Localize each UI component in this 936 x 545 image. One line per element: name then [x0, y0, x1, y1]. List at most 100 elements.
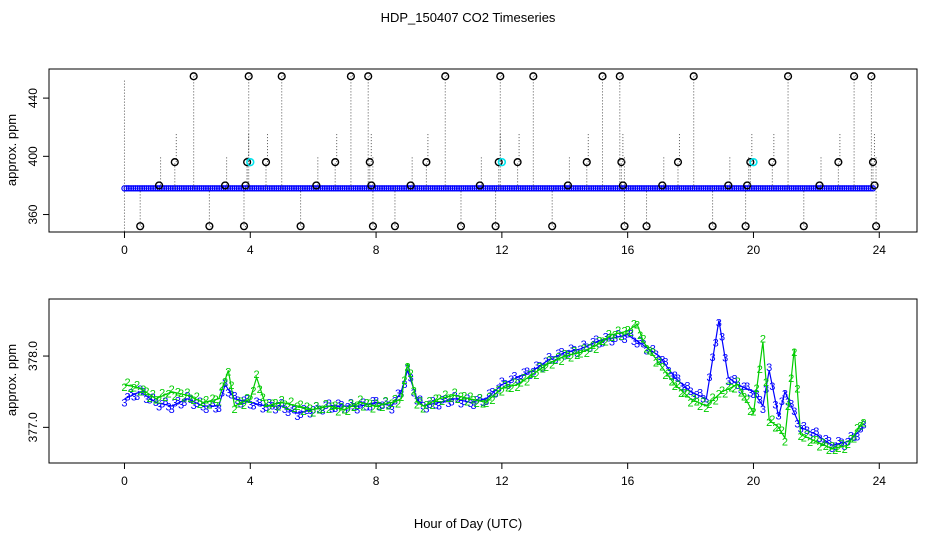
top-baseline-point	[665, 185, 672, 192]
top-outlier-point	[746, 158, 755, 167]
top-baseline-point	[167, 185, 174, 192]
series-3-point: 3	[559, 346, 565, 358]
top-outlier-point	[658, 181, 667, 190]
series-2-point: 2	[527, 369, 533, 381]
series-3-point: 3	[452, 391, 458, 403]
series-3-point: 3	[320, 406, 326, 418]
top-baseline-point	[178, 185, 185, 192]
series-2-point: 2	[835, 443, 841, 455]
series-3-point: 3	[298, 409, 304, 421]
top-baseline-point	[268, 185, 276, 192]
series-3-point: 3	[238, 399, 244, 411]
top-baseline-point	[326, 185, 333, 192]
top-baseline-point	[583, 185, 590, 192]
top-outlier-point	[243, 158, 252, 167]
top-flagged-point	[749, 157, 758, 167]
series-3-point: 3	[448, 396, 454, 408]
series-3-point: 3	[288, 403, 294, 415]
series-2-point: 2	[763, 377, 769, 389]
top-baseline-point	[436, 185, 443, 192]
series-2-point: 2	[546, 355, 552, 367]
series-2-point: 2	[596, 336, 602, 348]
series-2-point: 2	[342, 404, 348, 416]
series-3-point: 3	[735, 380, 741, 392]
series-2-point: 2	[804, 429, 810, 441]
series-3-point: 3	[508, 374, 514, 386]
top-outlier-point	[850, 72, 859, 81]
series-3-point: 3	[125, 392, 131, 404]
series-2-point: 2	[688, 397, 694, 409]
series-2-point: 2	[587, 342, 593, 354]
series-2-point: 2	[474, 398, 480, 410]
series-3-point: 3	[851, 432, 857, 444]
series-3-point: 3	[338, 400, 344, 412]
top-baseline-point	[673, 185, 681, 192]
series-3-point: 3	[716, 317, 722, 329]
series-2-point: 2	[445, 393, 451, 405]
top-baseline-point	[761, 185, 769, 192]
series-3-point: 3	[181, 397, 187, 409]
top-baseline-point	[455, 185, 463, 192]
series-2-point: 2	[332, 400, 338, 412]
series-2-point: 2	[357, 394, 363, 406]
top-baseline-point	[574, 185, 582, 192]
top-baseline-point	[788, 185, 795, 192]
top-baseline-point	[731, 185, 738, 192]
series-3-point: 3	[757, 395, 763, 407]
series-2-point: 2	[294, 401, 300, 413]
series-2-point: 2	[436, 393, 442, 405]
series-3-point: 3	[266, 398, 272, 410]
top-baseline-point	[709, 185, 716, 192]
series-2-point: 2	[625, 325, 631, 337]
top-baseline-point	[191, 185, 199, 192]
top-baseline-point	[781, 185, 789, 192]
top-baseline-point	[543, 185, 551, 192]
top-outlier-point	[261, 158, 271, 167]
series-2-point: 2	[382, 395, 388, 407]
top-baseline-point	[389, 185, 397, 192]
top-outlier-point	[390, 222, 400, 231]
series-3-point: 3	[684, 381, 690, 393]
top-baseline-point	[572, 185, 579, 192]
series-3-point: 3	[706, 372, 712, 384]
series-2-point: 2	[285, 401, 291, 413]
series-2-point: 2	[754, 383, 760, 395]
series-3-point: 3	[713, 338, 719, 350]
series-2-point: 2	[194, 391, 200, 403]
top-baseline-point	[453, 185, 461, 192]
top-baseline-point	[233, 185, 240, 192]
series-3-point: 3	[313, 400, 319, 412]
panel-top-ylabel: approx. ppm	[4, 114, 19, 186]
top-baseline-point	[860, 185, 868, 192]
series-3-point: 3	[584, 342, 590, 354]
top-outlier-point	[365, 158, 374, 167]
series-2-point: 2	[477, 392, 483, 404]
series-2-point: 2	[238, 396, 244, 408]
top-x-tick-label: 8	[373, 243, 380, 257]
series-2-point: 2	[247, 394, 253, 406]
top-baseline-point	[557, 185, 564, 192]
series-3-point: 3	[276, 400, 282, 412]
top-baseline-point	[753, 185, 760, 192]
top-outlier-point	[617, 158, 626, 167]
series-3-point: 3	[628, 329, 634, 341]
series-3-point: 3	[401, 379, 407, 391]
series-3-point: 3	[571, 344, 577, 356]
top-baseline-point	[698, 185, 705, 192]
top-baseline-point	[398, 185, 406, 192]
series-2-point: 2	[269, 398, 275, 410]
series-2-point: 2	[486, 391, 492, 403]
series-2-point: 2	[628, 327, 634, 339]
series-3-point: 3	[565, 348, 571, 360]
top-outlier-point	[743, 181, 752, 190]
series-2-point: 2	[165, 388, 171, 400]
series-2-point: 2	[722, 389, 728, 401]
top-baseline-point	[629, 185, 637, 192]
series-2-point: 2	[420, 404, 426, 416]
series-3-point: 3	[609, 337, 615, 349]
series-2-point: 2	[288, 396, 294, 408]
series-3-point: 3	[464, 393, 470, 405]
top-baseline-point	[535, 185, 542, 192]
top-baseline-point	[610, 185, 617, 192]
series-3-point: 3	[471, 400, 477, 412]
